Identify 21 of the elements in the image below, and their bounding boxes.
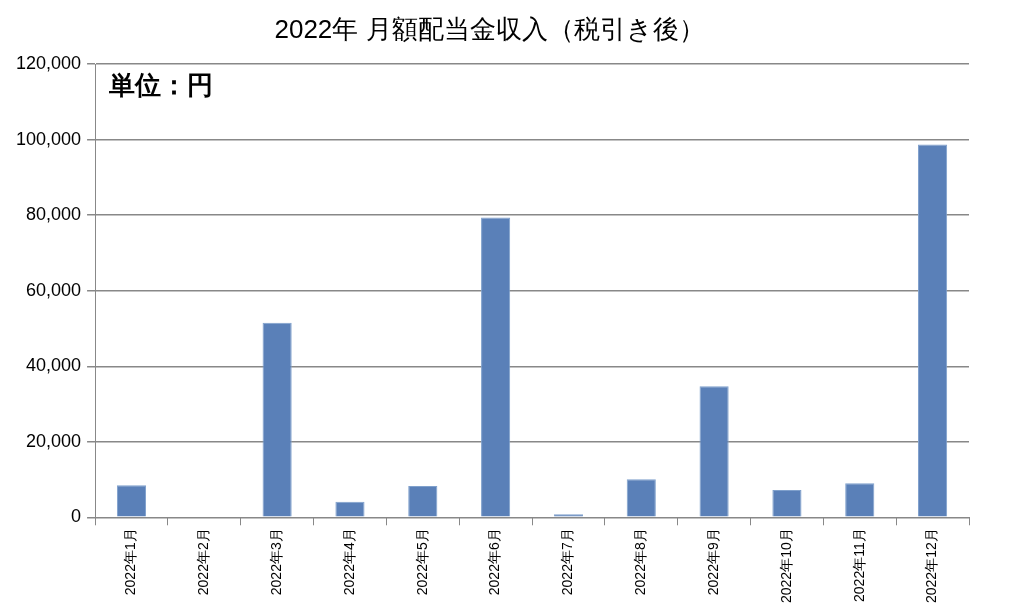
x-tick-label: 2022年6月 [486, 528, 503, 596]
x-tick-label: 2022年12月 [923, 528, 940, 603]
y-tick-label: 100,000 [15, 128, 82, 149]
annotation: 単位：円 [108, 70, 214, 101]
chart-title: 2022年 月額配当金収入（税引き後） [274, 13, 705, 44]
y-tick-label: 60,000 [26, 279, 82, 300]
y-tick-label: 20,000 [26, 430, 82, 451]
x-tick-label: 2022年1月 [122, 528, 139, 596]
y-tick-label: 120,000 [15, 53, 82, 74]
x-tick-label: 2022年3月 [267, 528, 284, 596]
x-tick-label: 2022年5月 [413, 528, 430, 596]
x-tick-label: 2022年9月 [704, 528, 721, 596]
x-tick-label: 2022年4月 [340, 528, 357, 596]
x-tick-label: 2022年2月 [195, 528, 212, 596]
y-tick-label: 80,000 [26, 204, 82, 225]
x-tick-label: 2022年7月 [559, 528, 576, 596]
y-tick-label: 40,000 [26, 355, 82, 376]
y-tick-label: 0 [71, 506, 82, 527]
x-tick-label: 2022年11月 [850, 528, 867, 602]
x-tick-label: 2022年8月 [632, 528, 649, 596]
x-tick-label: 2022年10月 [777, 528, 794, 603]
